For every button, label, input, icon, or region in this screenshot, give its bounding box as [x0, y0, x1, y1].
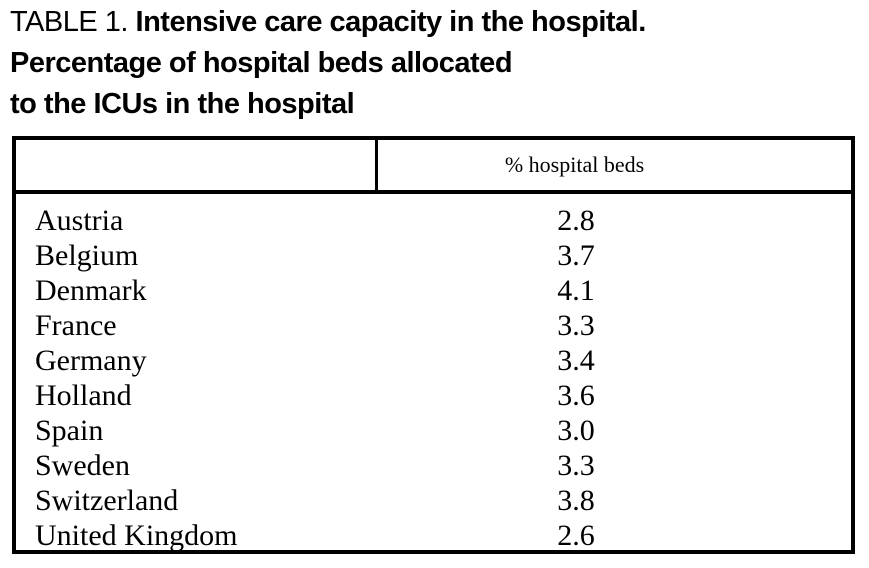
- value-cell: 2.8: [557, 203, 595, 237]
- table-number-label: TABLE 1.: [10, 6, 128, 38]
- value-cell: 3.8: [557, 483, 595, 517]
- country-cell: Belgium: [35, 238, 139, 272]
- header-cell-country-empty: [16, 140, 378, 190]
- table-body: Austria 2.8 Belgium 3.7 Denmark 4.1 Fran…: [16, 194, 851, 553]
- header-cell-value: % hospital beds: [504, 152, 645, 177]
- country-cell: United Kingdom: [35, 518, 238, 552]
- value-cell: 4.1: [557, 273, 595, 307]
- table-row: Switzerland 3.8: [16, 483, 851, 518]
- table-row: Holland 3.6: [16, 378, 851, 413]
- country-cell: Switzerland: [35, 483, 179, 517]
- table-row: Austria 2.8: [16, 203, 851, 238]
- value-cell: 3.3: [557, 448, 595, 482]
- table-caption: TABLE 1. Intensive care capacity in the …: [10, 2, 646, 125]
- caption-line-2: Percentage of hospital beds allocated: [10, 47, 513, 79]
- table-row: Denmark 4.1: [16, 273, 851, 308]
- caption-line-1: TABLE 1. Intensive care capacity in the …: [10, 2, 646, 43]
- country-cell: Holland: [35, 378, 132, 412]
- table-row: Sweden 3.3: [16, 448, 851, 483]
- value-cell: 2.6: [557, 518, 595, 552]
- country-cell: Spain: [35, 413, 104, 447]
- table-row: Germany 3.4: [16, 343, 851, 378]
- data-table: % hospital beds Austria 2.8 Belgium 3.7 …: [12, 136, 855, 554]
- table-row: Belgium 3.7: [16, 238, 851, 273]
- table-row: France 3.3: [16, 308, 851, 343]
- value-cell: 3.4: [557, 343, 595, 377]
- value-cell: 3.7: [557, 238, 595, 272]
- caption-title-text: Intensive care capacity in the hospital.: [135, 6, 647, 38]
- country-cell: Sweden: [35, 448, 130, 482]
- table-row: United Kingdom 2.6: [16, 518, 851, 553]
- table-row: Spain 3.0: [16, 413, 851, 448]
- value-cell: 3.6: [557, 378, 595, 412]
- country-cell: Austria: [35, 203, 124, 237]
- value-cell: 3.0: [557, 413, 595, 447]
- value-cell: 3.3: [557, 308, 595, 342]
- country-cell: France: [35, 308, 117, 342]
- table-header-row: % hospital beds: [16, 140, 851, 194]
- country-cell: Denmark: [35, 273, 147, 307]
- country-cell: Germany: [35, 343, 147, 377]
- caption-line-3: to the ICUs in the hospital: [10, 88, 355, 120]
